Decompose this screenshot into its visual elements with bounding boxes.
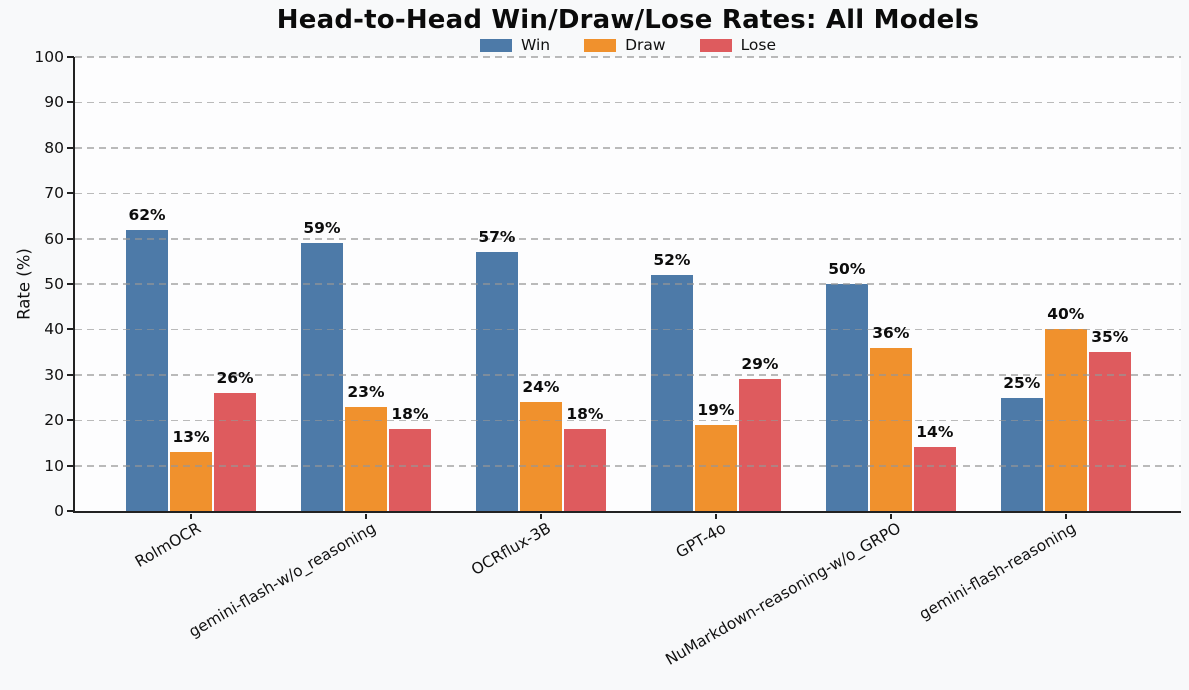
- bar-value-label: 62%: [128, 205, 166, 224]
- y-tick-mark: [67, 101, 74, 104]
- y-tick-label: 80: [44, 138, 64, 157]
- bar-lose-gemini-flash-reasoning: [1088, 352, 1131, 511]
- y-tick-label: 30: [44, 365, 64, 384]
- gridline-60: [75, 237, 1181, 240]
- y-tick-label: 10: [44, 456, 64, 475]
- y-tick-mark: [67, 283, 74, 285]
- x-tick-label-OCRflux-3B: OCRflux-3B: [468, 519, 554, 579]
- bar-value-label: 23%: [347, 382, 385, 401]
- bar-win-GPT-4o: [650, 274, 693, 511]
- y-tick-mark: [67, 328, 74, 331]
- bar-draw-gemini-flash-w/o_reasoning: [344, 406, 387, 511]
- legend-swatch-draw-icon: [584, 39, 617, 52]
- x-tick-label-gemini-flash-reasoning: gemini-flash-reasoning: [915, 519, 1079, 624]
- bar-value-label: 18%: [566, 405, 604, 424]
- y-tick-label: 90: [44, 93, 64, 112]
- gridline-90: [75, 101, 1181, 104]
- bar-win-RolmOCR: [126, 229, 168, 511]
- legend-label: Draw: [625, 36, 666, 54]
- legend-swatch-lose-icon: [699, 39, 732, 52]
- y-tick-mark: [67, 146, 74, 149]
- legend: Win Draw Lose: [75, 37, 1181, 54]
- y-tick-label: 0: [54, 502, 64, 520]
- bar-draw-gemini-flash-reasoning: [1044, 329, 1087, 511]
- legend-label: Win: [520, 36, 551, 54]
- bar-value-label: 50%: [828, 260, 866, 278]
- bar-draw-OCRflux-3B: [519, 402, 562, 511]
- bar-draw-NuMarkdown-reasoning-w/o_GRPO: [869, 347, 912, 511]
- y-tick-label: 70: [44, 184, 64, 203]
- y-tick-label: 40: [44, 320, 64, 339]
- legend-item-win: Win: [479, 36, 551, 54]
- y-tick-mark: [67, 237, 74, 240]
- bar-draw-GPT-4o: [694, 424, 737, 511]
- bar-value-label: 14%: [916, 423, 954, 442]
- bar-win-gemini-flash-w/o_reasoning: [300, 243, 343, 511]
- bar-draw-RolmOCR: [170, 451, 212, 511]
- x-tick-label-gemini-flash-w/o_reasoning: gemini-flash-w/o_reasoning: [185, 519, 379, 641]
- bar-value-label: 57%: [478, 228, 516, 247]
- bar-value-label: 19%: [697, 400, 735, 419]
- y-tick-mark: [67, 419, 74, 422]
- bar-value-label: 59%: [303, 219, 341, 238]
- x-tick-mark: [190, 513, 192, 519]
- bar-value-label: 18%: [391, 405, 429, 424]
- bar-lose-NuMarkdown-reasoning-w/o_GRPO: [913, 447, 956, 511]
- x-tick-label-RolmOCR: RolmOCR: [131, 519, 204, 571]
- x-tick-mark: [714, 513, 717, 519]
- y-tick-label: 100: [34, 48, 64, 66]
- chart-title: Head-to-Head Win/Draw/Lose Rates: All Mo…: [276, 5, 980, 35]
- y-tick-mark: [67, 373, 74, 376]
- y-tick-label: 60: [44, 229, 64, 248]
- x-tick-mark: [364, 513, 367, 519]
- plot-area: 62% 59% 57% 52% 50% 25% 13% 23% 24% 19% 36% 40% 26% 1…: [73, 56, 1181, 513]
- bar-value-label: 40%: [1047, 305, 1085, 324]
- x-tick-label-GPT-4o: GPT-4o: [672, 519, 729, 562]
- bar-win-gemini-flash-reasoning: [1000, 397, 1043, 511]
- y-tick-mark: [67, 56, 74, 58]
- bar-value-label: 52%: [653, 250, 691, 269]
- gridline-100: [75, 56, 1181, 58]
- legend-label: Lose: [740, 36, 777, 54]
- bar-value-label: 26%: [216, 368, 254, 387]
- bar-win-NuMarkdown-reasoning-w/o_GRPO: [825, 284, 868, 511]
- y-tick-label: 50: [44, 275, 64, 293]
- gridline-40: [75, 328, 1181, 331]
- bar-lose-RolmOCR: [214, 392, 256, 511]
- x-tick-mark: [889, 513, 892, 519]
- bar-value-label: 25%: [1003, 373, 1041, 392]
- y-tick-mark: [67, 510, 74, 512]
- bar-value-label: 13%: [172, 427, 210, 446]
- gridline-80: [75, 147, 1181, 149]
- legend-item-draw: Draw: [584, 36, 666, 54]
- y-tick-label: 20: [44, 411, 64, 430]
- bar-value-label: 24%: [522, 378, 560, 397]
- y-tick-mark: [67, 464, 74, 467]
- legend-swatch-win-icon: [479, 39, 512, 52]
- gridline-50: [75, 283, 1181, 285]
- bar-lose-GPT-4o: [738, 379, 781, 511]
- bar-value-label: 29%: [741, 355, 779, 374]
- bar-lose-OCRflux-3B: [563, 429, 606, 511]
- bar-win-OCRflux-3B: [475, 252, 518, 511]
- bar-value-label: 35%: [1091, 328, 1129, 347]
- gridline-70: [75, 192, 1181, 195]
- x-tick-label-NuMarkdown-reasoning-w/o_GRPO: NuMarkdown-reasoning-w/o_GRPO: [662, 519, 904, 669]
- legend-item-lose: Lose: [699, 36, 777, 54]
- x-tick-mark: [1064, 513, 1067, 519]
- bar-lose-gemini-flash-w/o_reasoning: [388, 429, 431, 511]
- y-tick-mark: [67, 192, 74, 195]
- x-tick-mark: [539, 513, 542, 519]
- bar-value-label: 36%: [872, 323, 910, 342]
